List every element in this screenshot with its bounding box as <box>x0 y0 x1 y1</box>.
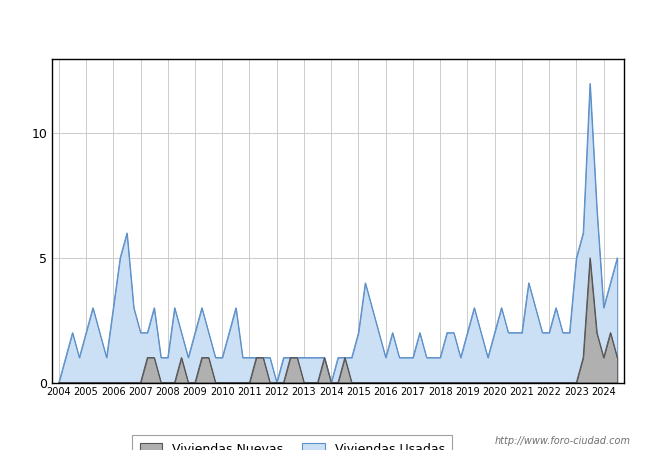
Legend: Viviendas Nuevas, Viviendas Usadas: Viviendas Nuevas, Viviendas Usadas <box>132 435 452 450</box>
Text: Fuentelapeña  -  Evolucion del Nº de Transacciones Inmobiliarias: Fuentelapeña - Evolucion del Nº de Trans… <box>78 10 572 26</box>
Text: http://www.foro-ciudad.com: http://www.foro-ciudad.com <box>495 436 630 446</box>
